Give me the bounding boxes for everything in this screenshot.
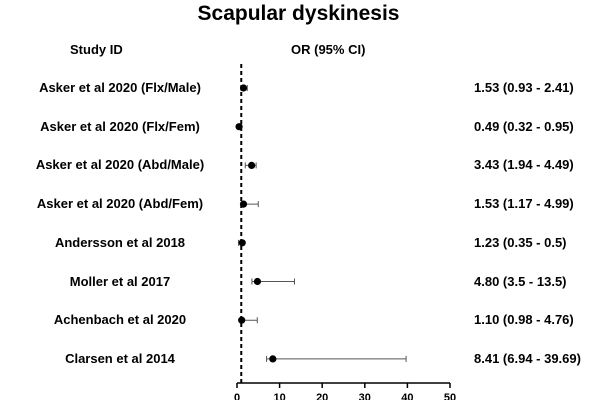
study-label: Achenbach et al 2020 xyxy=(53,312,187,328)
chart-title: Scapular dyskinesis xyxy=(197,2,400,25)
study-label: Asker et al 2020 (Flx/Fem) xyxy=(40,118,200,134)
or-point xyxy=(253,277,262,286)
or-point xyxy=(269,355,277,363)
x-tick-label: 30 xyxy=(359,392,371,400)
or-value: 3.43 (1.94 - 4.49) xyxy=(474,157,574,173)
study-label: Asker et al 2020 (Abd/Male) xyxy=(35,157,205,173)
or-value: 4.80 (3.5 - 13.5) xyxy=(474,273,567,289)
study-label: Asker et al 2020 (Flx/Male) xyxy=(39,80,201,95)
or-value: 0.49 (0.32 - 0.95) xyxy=(474,118,574,134)
or-point xyxy=(239,84,248,92)
x-tick-label: 40 xyxy=(401,392,413,400)
or-value: 8.41 (6.94 - 39.69) xyxy=(474,350,581,366)
study-label: Andersson et al 2018 xyxy=(54,234,186,250)
or-point xyxy=(238,239,246,247)
study-label: Moller et al 2017 xyxy=(69,273,171,289)
study-label: Asker et al 2020 (Abd/Fem) xyxy=(36,196,204,212)
or-value: 1.53 (1.17 - 4.99) xyxy=(474,196,574,212)
study-label: Clarsen et al 2014 xyxy=(65,350,175,366)
or-point xyxy=(235,123,243,131)
x-tick-label: 50 xyxy=(444,392,456,400)
or-value: 1.10 (0.98 - 4.76) xyxy=(474,312,574,328)
odds-ratio-header: OR (95% CI) xyxy=(291,42,366,57)
or-point xyxy=(238,316,246,324)
x-tick-label: 20 xyxy=(316,392,328,400)
or-value: 1.53 (0.93 - 2.41) xyxy=(474,80,574,95)
x-tick-label: 0 xyxy=(234,392,240,400)
or-point xyxy=(239,200,248,208)
or-point xyxy=(248,161,256,169)
or-value: 1.23 (0.35 - 0.5) xyxy=(474,234,567,250)
x-tick-label: 10 xyxy=(273,392,285,400)
study-id-header: Study ID xyxy=(70,42,123,57)
